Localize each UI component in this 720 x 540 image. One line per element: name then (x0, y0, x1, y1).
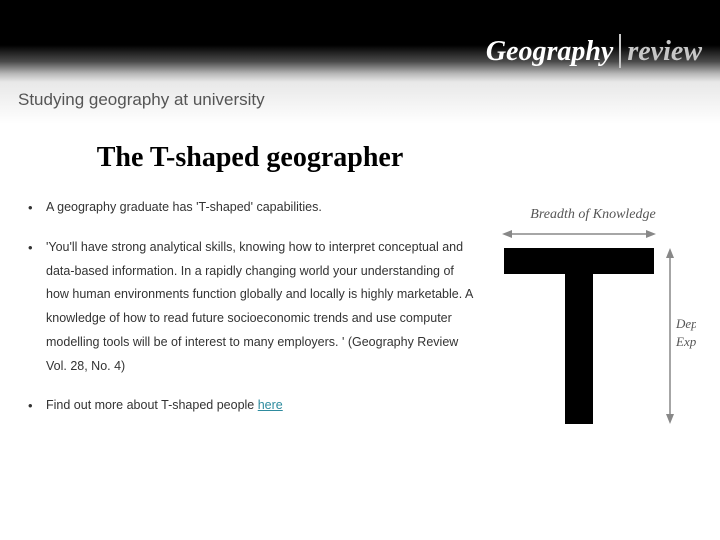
brand-title: Geography review (486, 36, 702, 71)
brand-divider (619, 34, 621, 68)
content-area: The T-shaped geographer A geography grad… (0, 124, 720, 515)
left-column: The T-shaped geographer A geography grad… (24, 142, 476, 505)
link-prefix-text: Find out more about T-shaped people (46, 398, 258, 412)
depth-arrow-top (666, 248, 674, 258)
t-shape-diagram: Breadth of Knowledge Depth of Expertise (490, 200, 696, 500)
depth-label-line2: Expertise (675, 334, 696, 349)
breadth-arrow-right (646, 230, 656, 238)
list-item: A geography graduate has 'T-shaped' capa… (24, 196, 476, 220)
t-stem (565, 274, 593, 424)
list-item: 'You'll have strong analytical skills, k… (24, 236, 476, 379)
page-title: The T-shaped geographer (24, 142, 476, 174)
more-link[interactable]: here (258, 398, 283, 412)
bullet-list: A geography graduate has 'T-shaped' capa… (24, 196, 476, 418)
depth-label-line1: Depth of (675, 316, 696, 331)
breadth-label: Breadth of Knowledge (530, 207, 655, 222)
brand-part1: Geography (486, 36, 614, 67)
right-column: Breadth of Knowledge Depth of Expertise (490, 142, 696, 505)
brand-part2: review (627, 36, 702, 67)
list-item: Find out more about T-shaped people here (24, 394, 476, 418)
header-bar: Geography review (0, 0, 720, 82)
subtitle: Studying geography at university (0, 82, 720, 124)
t-bar (504, 248, 654, 274)
breadth-arrow-left (502, 230, 512, 238)
depth-arrow-bottom (666, 414, 674, 424)
